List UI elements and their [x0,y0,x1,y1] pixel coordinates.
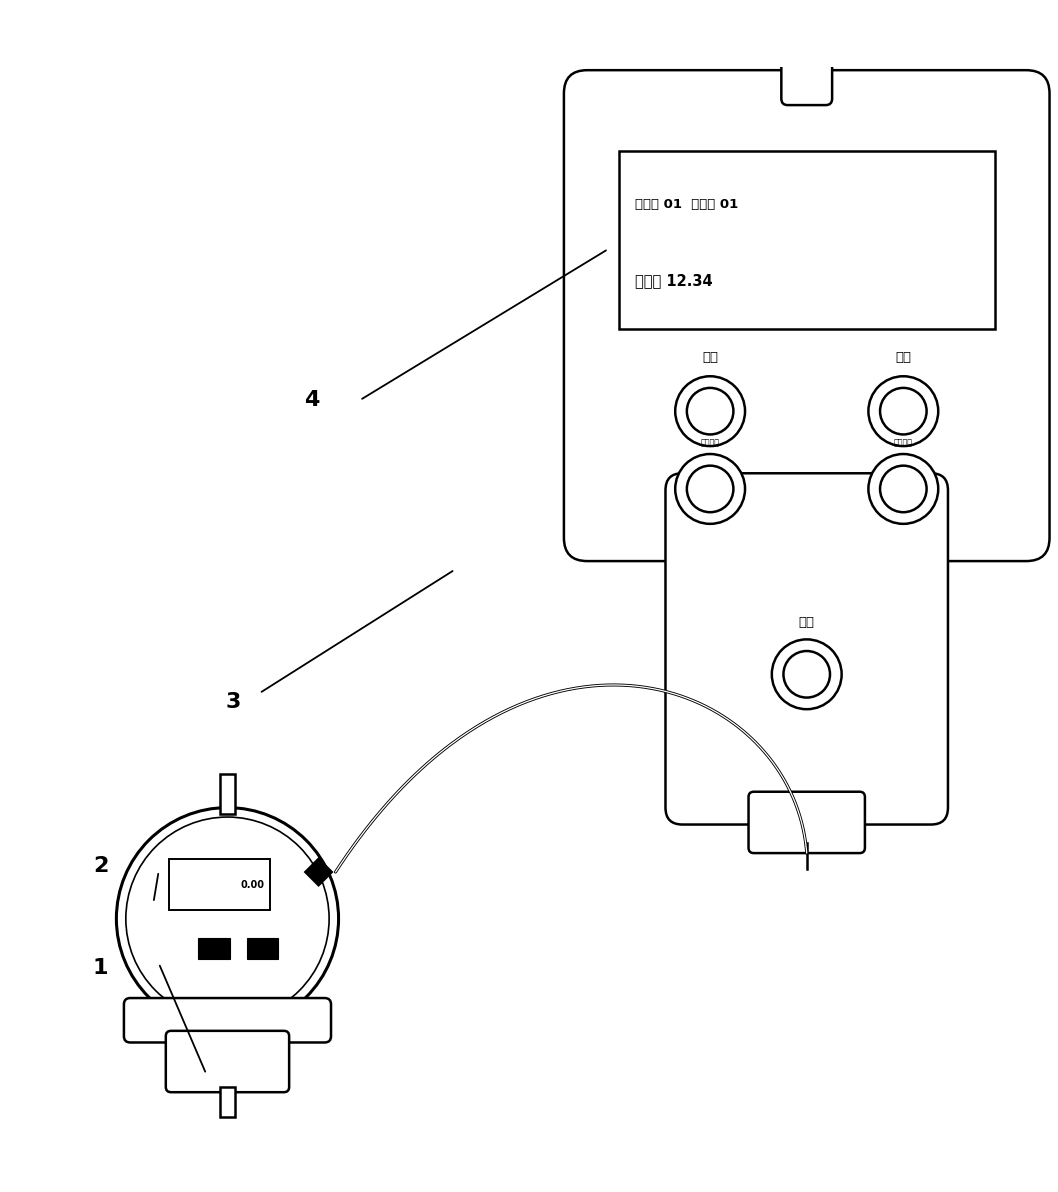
FancyBboxPatch shape [781,45,833,105]
Circle shape [687,387,733,434]
Text: 缩检号增: 缩检号增 [700,439,719,448]
Text: 4: 4 [305,390,320,410]
Circle shape [880,466,927,513]
Circle shape [880,387,927,434]
FancyBboxPatch shape [166,1031,289,1092]
Circle shape [869,454,938,523]
Text: 数据： 12.34: 数据： 12.34 [635,273,712,288]
FancyBboxPatch shape [564,70,1050,561]
Circle shape [783,651,829,697]
Text: 2: 2 [93,856,108,876]
Text: 1: 1 [93,958,108,979]
Circle shape [116,808,339,1030]
Bar [247,938,278,958]
Text: 3: 3 [225,691,240,712]
Circle shape [126,817,329,1020]
FancyBboxPatch shape [665,473,948,825]
Text: 0.00: 0.00 [241,880,264,890]
FancyBboxPatch shape [124,998,331,1043]
Text: 采集: 采集 [703,350,718,364]
Bar [619,151,995,329]
Bar [198,938,230,958]
Circle shape [675,454,745,523]
Circle shape [675,377,745,446]
Polygon shape [305,858,332,886]
Circle shape [687,466,733,513]
Text: 发送: 发送 [895,350,911,364]
Circle shape [771,639,841,709]
Text: 缩检号减: 缩检号减 [894,439,913,448]
Text: 复位: 复位 [799,616,815,629]
FancyBboxPatch shape [749,791,865,853]
Circle shape [869,377,938,446]
Text: 设备： 01  孔号： 01: 设备： 01 孔号： 01 [635,198,738,211]
Bar [169,859,270,911]
Bar [220,774,235,814]
Bar [220,1087,235,1117]
